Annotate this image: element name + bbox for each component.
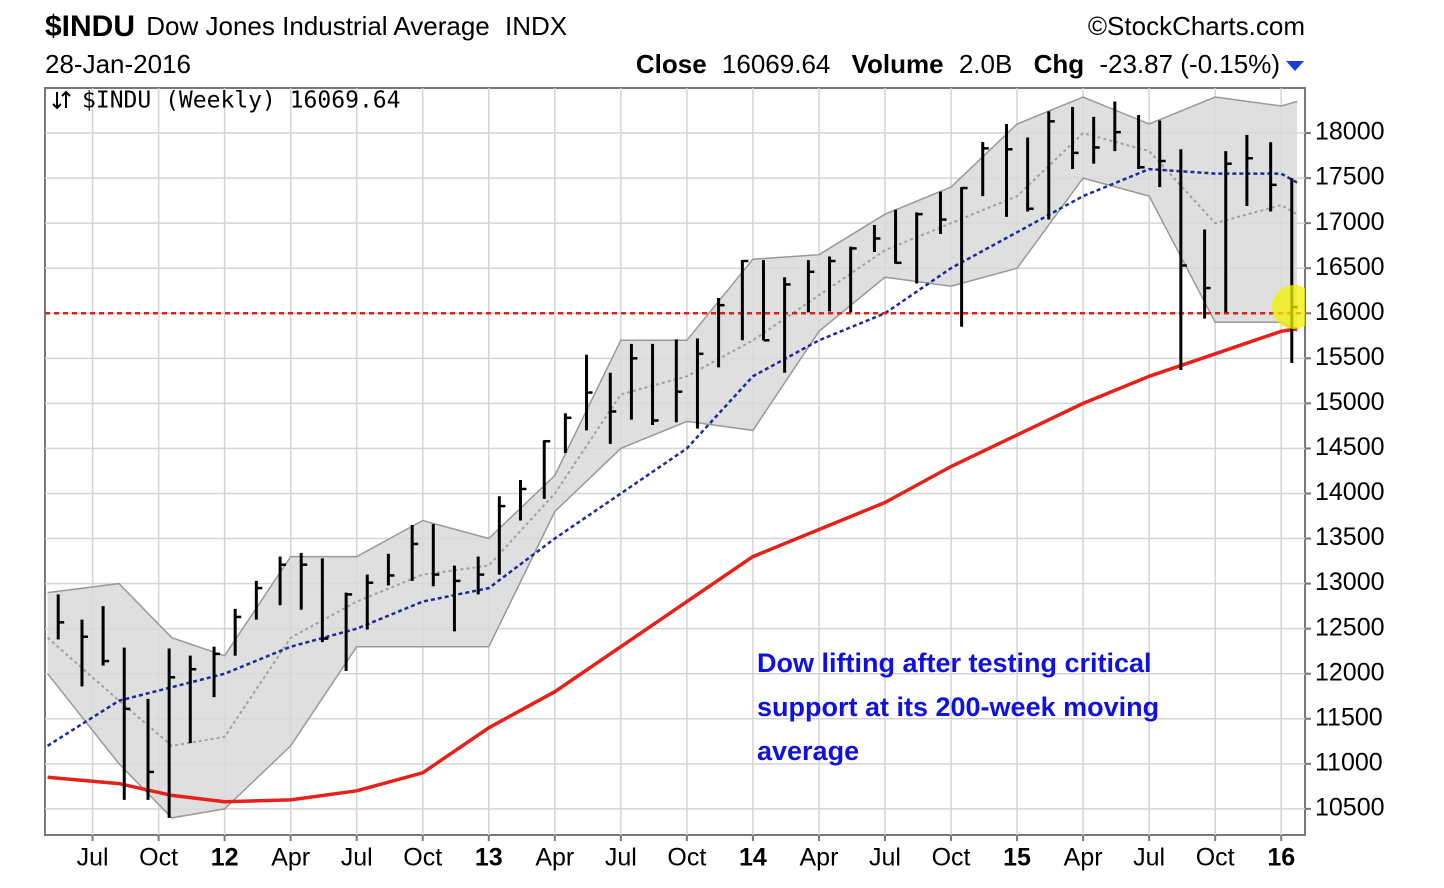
y-tick-label: 14500: [1315, 433, 1385, 461]
symbol: $INDU: [45, 10, 135, 43]
y-tick-label: 17500: [1315, 163, 1385, 191]
y-tick-label: 16000: [1315, 298, 1385, 326]
x-tick-label: Jul: [869, 844, 901, 872]
change-value: -23.87 (-0.15%): [1099, 49, 1280, 79]
x-tick-label: Oct: [139, 844, 178, 872]
annotation: Dow lifting after testing critical: [757, 648, 1152, 678]
y-tick-label: 13000: [1315, 568, 1385, 596]
x-tick-label: 15: [1003, 844, 1031, 872]
x-tick-label: Oct: [403, 844, 442, 872]
title: Dow Jones Industrial Average: [146, 11, 490, 41]
volume-value: 2.0B: [959, 49, 1013, 79]
y-tick-label: 17000: [1315, 208, 1385, 236]
y-tick-label: 14000: [1315, 478, 1385, 506]
y-tick-label: 10500: [1315, 793, 1385, 821]
volume-label: Volume: [852, 49, 944, 79]
x-tick-label: 12: [211, 844, 239, 872]
band-fill: [47, 97, 1298, 818]
x-tick-label: Oct: [1196, 844, 1235, 872]
ma-200: [47, 326, 1298, 804]
legend: $INDU (Weekly) 16069.64: [52, 88, 401, 114]
x-tick-label: Oct: [667, 844, 706, 872]
y-tick-label: 16500: [1315, 253, 1385, 281]
y-tick-label: 13500: [1315, 523, 1385, 551]
close-label: Close: [636, 49, 707, 79]
x-tick-label: 13: [475, 844, 503, 872]
x-tick-label: Jul: [341, 844, 373, 872]
y-tick-label: 18000: [1315, 118, 1385, 146]
annotation: average: [757, 736, 859, 766]
plot-marks: [45, 96, 1305, 819]
legend-icon: [52, 90, 71, 110]
highlight: [1271, 284, 1305, 329]
upper-band: [47, 96, 1298, 657]
y-tick-label: 11000: [1315, 748, 1383, 776]
x-tick-label: Oct: [932, 844, 971, 872]
dropdown-arrow[interactable]: [1286, 61, 1304, 71]
x-tick-label: Jul: [605, 844, 637, 872]
header-title: $INDU Dow Jones Industrial Average INDX: [45, 10, 567, 43]
x-tick-label: Jul: [1133, 844, 1165, 872]
legend-text: $INDU (Weekly) 16069.64: [82, 88, 401, 114]
quote-line: Close 16069.64 Volume 2.0B Chg -23.87 (-…: [636, 49, 1280, 79]
x-tick-label: 16: [1267, 844, 1295, 872]
x-tick-label: Apr: [1064, 844, 1103, 872]
x-tick-label: 14: [739, 844, 767, 872]
y-tick-label: 12500: [1315, 613, 1385, 641]
x-tick-label: Apr: [271, 844, 310, 872]
annotation: support at its 200-week moving: [757, 692, 1159, 722]
exchange: INDX: [505, 11, 567, 41]
x-tick-label: Apr: [535, 844, 574, 872]
y-tick-label: 15000: [1315, 388, 1385, 416]
ma-20: [46, 131, 1298, 747]
y-tick-label: 15500: [1315, 343, 1385, 371]
axes: 10500 11000 11500 12000 12500 13000 13500 14000…: [77, 118, 1385, 872]
y-tick-label: 11500: [1315, 703, 1383, 731]
y-tick-label: 12000: [1315, 658, 1385, 686]
x-tick-label: Apr: [800, 844, 839, 872]
lower-band: [47, 177, 1298, 819]
credit: ©StockCharts.com: [1088, 11, 1305, 41]
date: 28-Jan-2016: [45, 49, 191, 79]
change-label: Chg: [1034, 49, 1085, 79]
close-value: 16069.64: [722, 49, 830, 79]
ma-50: [46, 167, 1298, 747]
x-tick-label: Jul: [77, 844, 109, 872]
